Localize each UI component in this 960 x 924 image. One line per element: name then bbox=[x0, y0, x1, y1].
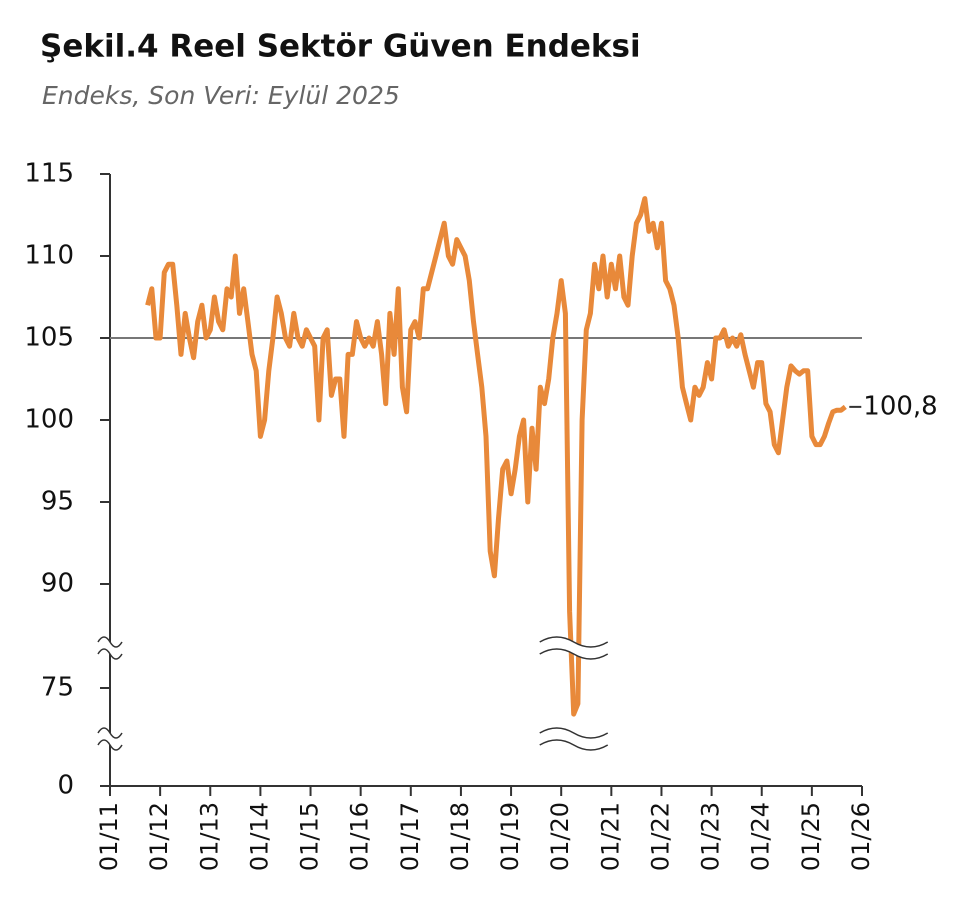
break-mark bbox=[97, 636, 123, 648]
x-tick-label: 01/22 bbox=[646, 802, 674, 871]
break-gap bbox=[539, 728, 608, 750]
break-gap bbox=[98, 728, 122, 750]
break-mark bbox=[97, 648, 123, 660]
y-tick-label: 115 bbox=[24, 159, 74, 189]
x-tick-label: 01/19 bbox=[496, 802, 524, 871]
x-tick-label: 01/23 bbox=[697, 802, 725, 871]
chart-title: Şekil.4 Reel Sektör Güven Endeksi bbox=[40, 29, 641, 65]
y-tick-label: 100 bbox=[24, 405, 74, 435]
x-tick-label: 01/14 bbox=[245, 802, 273, 871]
x-tick-label: 01/20 bbox=[546, 802, 574, 871]
break-mark bbox=[539, 739, 609, 751]
data-line bbox=[145, 196, 847, 717]
x-tick-label: 01/24 bbox=[747, 802, 775, 871]
break-mark bbox=[97, 739, 123, 751]
break-mark bbox=[97, 727, 123, 739]
x-tick-label: 01/11 bbox=[95, 802, 123, 871]
chart-subtitle: Endeks, Son Veri: Eylül 2025 bbox=[42, 81, 400, 110]
value-label: 100,8 bbox=[863, 391, 937, 421]
y-tick-label: 110 bbox=[24, 241, 74, 271]
x-tick-label: 01/12 bbox=[145, 802, 173, 871]
break-gap bbox=[539, 637, 608, 659]
x-tick-label: 01/17 bbox=[396, 802, 424, 871]
break-mark bbox=[539, 727, 609, 739]
x-tick-label: 01/21 bbox=[596, 802, 624, 871]
break-mark bbox=[539, 648, 609, 660]
x-tick-label: 01/15 bbox=[296, 802, 324, 871]
break-mark bbox=[539, 636, 609, 648]
x-tick-label: 01/25 bbox=[797, 802, 825, 871]
x-tick-label: 01/13 bbox=[195, 802, 223, 871]
x-tick-label: 01/26 bbox=[847, 802, 875, 871]
y-tick-label: 95 bbox=[41, 487, 74, 517]
x-tick-label: 01/18 bbox=[446, 802, 474, 871]
x-tick-label: 01/16 bbox=[346, 802, 374, 871]
y-tick-label: 75 bbox=[41, 673, 74, 703]
y-tick-label: 105 bbox=[24, 323, 74, 353]
break-gap bbox=[98, 637, 122, 659]
y-tick-label: 90 bbox=[41, 569, 74, 599]
y-tick-label: 0 bbox=[57, 771, 74, 801]
